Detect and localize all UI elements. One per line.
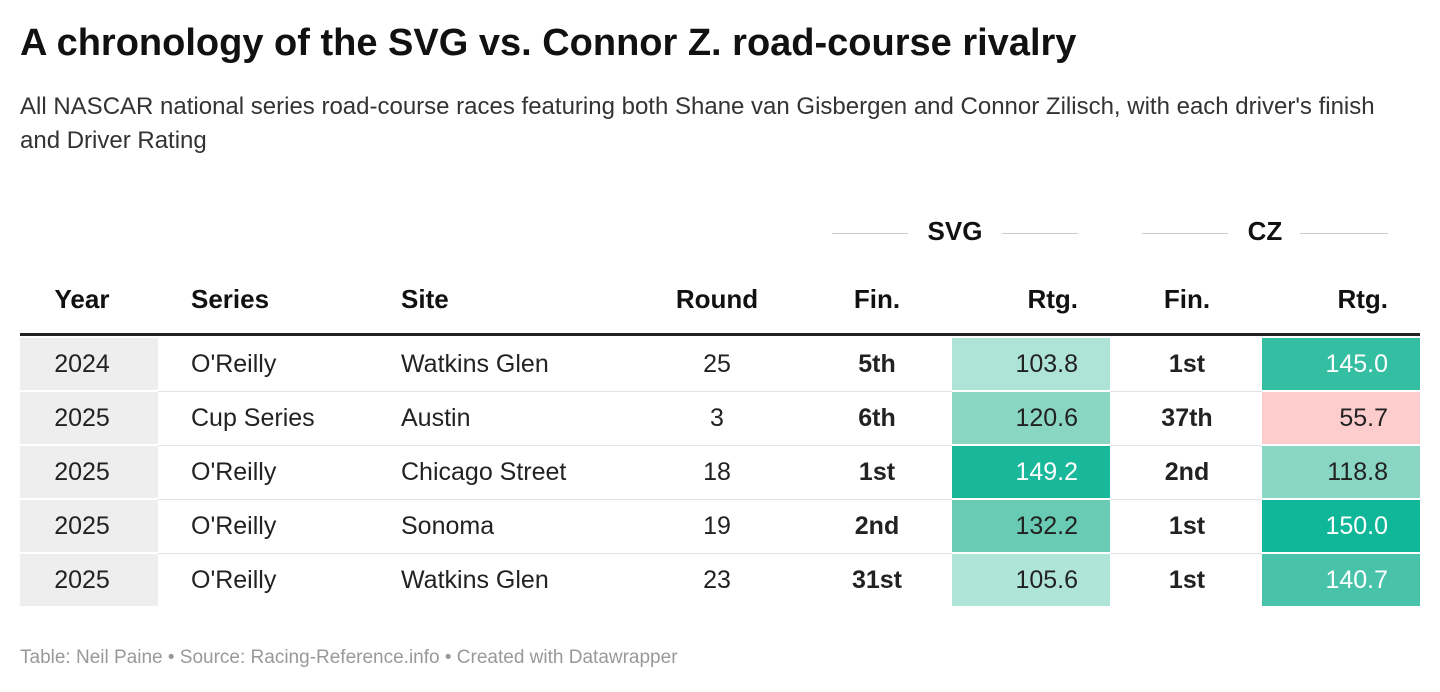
cell: 25 <box>703 350 731 378</box>
row-rule <box>1110 391 1262 392</box>
cell: 1st <box>1168 350 1206 378</box>
rating-bg <box>1262 392 1420 444</box>
cell: O'Reilly <box>191 512 277 540</box>
rating-bg <box>952 554 1110 606</box>
rating-bg <box>952 392 1110 444</box>
cell: 31st <box>851 566 903 594</box>
cell: 1st <box>1168 512 1206 540</box>
cell: 2nd <box>1164 458 1210 486</box>
cell: 6th <box>858 404 896 432</box>
cell: Watkins Glen <box>401 350 549 378</box>
cell: Watkins Glen <box>401 566 549 594</box>
title: A chronology of the SVG vs. Connor Z. ro… <box>20 22 1077 64</box>
row-rule <box>1110 445 1262 446</box>
cell: 2025 <box>54 458 110 486</box>
rating-bg <box>1262 500 1420 552</box>
rating-bg <box>1262 338 1420 390</box>
cell: 150.0 <box>1325 512 1388 540</box>
row-rule <box>158 391 952 392</box>
cell: 103.8 <box>1015 350 1078 378</box>
cell: 2025 <box>54 566 110 594</box>
year-bg <box>20 392 158 444</box>
year-bg <box>20 500 158 552</box>
column-header: Rtg. <box>1027 284 1078 314</box>
rating-bg <box>952 500 1110 552</box>
cell: Austin <box>401 404 471 432</box>
cell: 1st <box>858 458 896 486</box>
cell: 145.0 <box>1325 350 1388 378</box>
cell: 23 <box>703 566 731 594</box>
year-bg <box>20 554 158 606</box>
rating-bg <box>952 338 1110 390</box>
group-rule <box>832 233 908 234</box>
cell: Cup Series <box>191 404 315 432</box>
row-rule <box>158 499 952 500</box>
cell: 18 <box>703 458 731 486</box>
group-header: SVG <box>927 216 983 246</box>
column-header: Round <box>675 284 759 314</box>
cell: 140.7 <box>1325 566 1388 594</box>
cell: 105.6 <box>1015 566 1078 594</box>
group-rule <box>1142 233 1228 234</box>
cell: 149.2 <box>1015 458 1078 486</box>
row-rule <box>1110 499 1262 500</box>
cell: 19 <box>703 512 731 540</box>
cell: Chicago Street <box>401 458 567 486</box>
group-rule <box>1300 233 1388 234</box>
cell: O'Reilly <box>191 350 277 378</box>
row-rule <box>158 445 952 446</box>
row-rule <box>158 553 952 554</box>
group-rule <box>1002 233 1078 234</box>
cell: 2025 <box>54 512 110 540</box>
cell: 3 <box>710 404 724 432</box>
year-bg <box>20 338 158 390</box>
column-header: Site <box>401 284 449 314</box>
year-bg <box>20 446 158 498</box>
subtitle: All NASCAR national series road-course r… <box>20 93 1375 154</box>
column-header: Series <box>191 284 270 314</box>
cell: O'Reilly <box>191 458 277 486</box>
cell: 132.2 <box>1015 512 1078 540</box>
cell: 55.7 <box>1339 404 1388 432</box>
cell: 2025 <box>54 404 110 432</box>
cell: Sonoma <box>401 512 495 540</box>
row-rule <box>1110 553 1262 554</box>
cell: 120.6 <box>1015 404 1078 432</box>
rating-bg <box>952 446 1110 498</box>
footer: Table: Neil Paine • Source: Racing-Refer… <box>20 647 678 668</box>
column-header: Fin. <box>1163 284 1211 314</box>
column-header: Fin. <box>853 284 901 314</box>
cell: 118.8 <box>1327 458 1388 486</box>
column-header: Year <box>54 284 110 314</box>
rating-bg <box>1262 446 1420 498</box>
cell: O'Reilly <box>191 566 277 594</box>
rating-bg <box>1262 554 1420 606</box>
column-header: Rtg. <box>1337 284 1388 314</box>
header-rule <box>20 333 1420 336</box>
group-header: CZ <box>1247 216 1283 246</box>
cell: 1st <box>1168 566 1206 594</box>
cell: 2024 <box>54 350 110 378</box>
cell: 5th <box>858 350 896 378</box>
cell: 2nd <box>854 512 900 540</box>
cell: 37th <box>1161 404 1213 432</box>
